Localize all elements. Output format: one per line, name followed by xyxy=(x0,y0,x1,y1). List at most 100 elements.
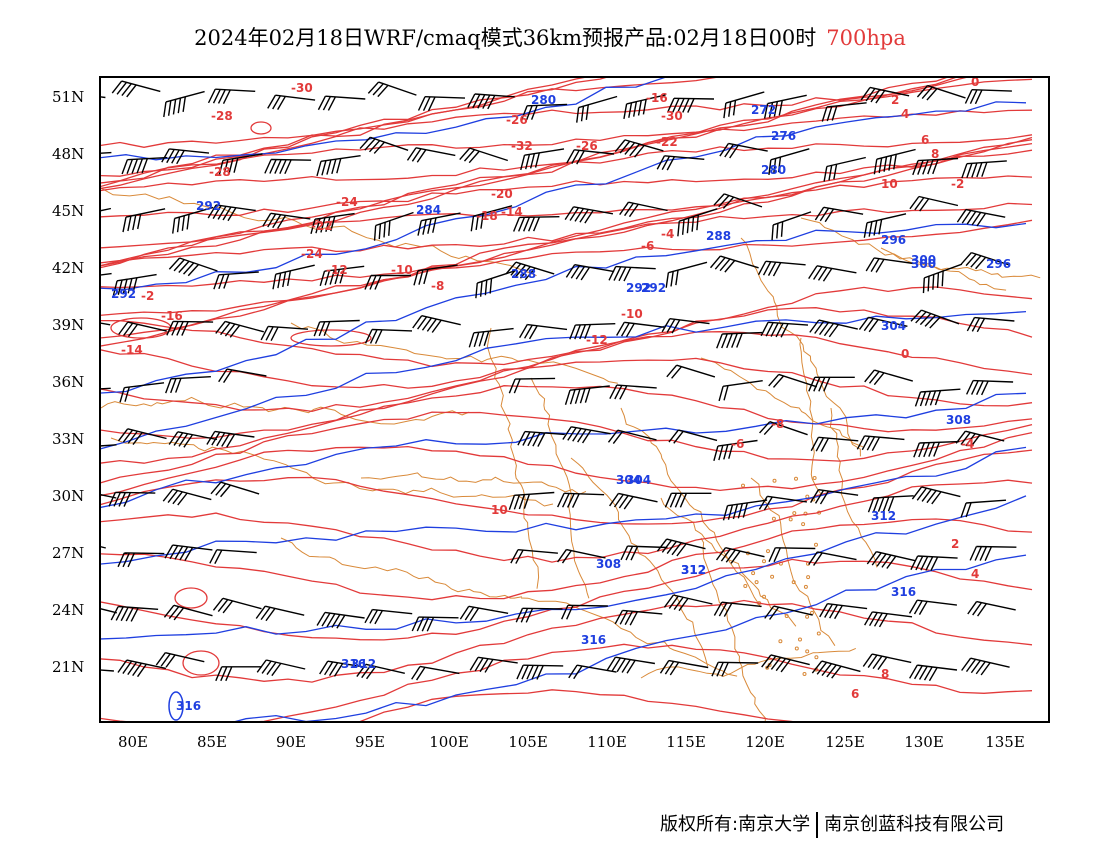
wind-barb-feather xyxy=(271,662,282,677)
wind-barb-feather xyxy=(675,269,679,286)
wind-barb-feather xyxy=(272,95,281,110)
wind-barb-feather xyxy=(815,437,825,452)
wind-barb-staff xyxy=(469,147,509,162)
temperature-contour xyxy=(101,149,1033,289)
wind-barb xyxy=(517,430,565,447)
wind-barb-feather xyxy=(427,96,436,112)
lat-label-21N: 21N xyxy=(52,658,85,676)
wind-barb-feather xyxy=(829,604,838,619)
wind-barb-feather xyxy=(824,208,835,223)
wind-barb-feather xyxy=(665,272,670,288)
wind-barb-feather xyxy=(719,143,730,157)
wind-barb-feather xyxy=(687,98,695,113)
wind-barb-feather xyxy=(634,144,645,158)
wind-barb-feather xyxy=(868,221,873,237)
wind-barb-staff xyxy=(515,261,555,275)
temperature-contour-label: 0 xyxy=(901,347,909,361)
wind-barb-feather xyxy=(656,538,668,552)
wind-barb-feather xyxy=(525,154,531,170)
wind-barb xyxy=(316,155,361,177)
wind-barb-feather xyxy=(871,436,881,451)
coast-island xyxy=(798,637,802,642)
wind-barb-feather xyxy=(364,329,373,344)
wind-barb-feather xyxy=(624,142,636,155)
wind-barb xyxy=(619,201,668,218)
temperature-contour-label: -10 xyxy=(391,263,413,277)
wind-barb-feather xyxy=(413,270,419,286)
wind-barb-feather xyxy=(831,665,842,679)
wind-barb xyxy=(867,495,914,513)
wind-barb xyxy=(508,377,556,394)
wind-barb-feather xyxy=(873,372,885,386)
boundary-line xyxy=(700,537,766,721)
wind-barb xyxy=(866,551,916,569)
wind-barb-feather xyxy=(173,259,185,272)
wind-barb-feather xyxy=(619,140,631,154)
geopotential-contour-label: 316 xyxy=(581,633,606,647)
wind-barb-feather xyxy=(339,268,346,284)
temperature-contour-label: 10 xyxy=(491,503,508,517)
wind-barb-feather xyxy=(763,103,769,119)
geopotential-contour-label: 284 xyxy=(416,203,441,217)
wind-barb-feather xyxy=(919,313,932,326)
temperature-contour-label: -6 xyxy=(641,239,654,253)
wind-barb-staff xyxy=(668,261,708,274)
wind-barb-feather xyxy=(919,391,927,407)
wind-barb xyxy=(470,205,513,232)
wind-barb-feather xyxy=(724,144,734,158)
wind-barb xyxy=(212,597,262,614)
lat-label-45N: 45N xyxy=(52,202,85,220)
coast-island xyxy=(741,483,745,488)
wind-barb-feather xyxy=(517,431,526,446)
wind-barb-feather xyxy=(115,606,124,621)
wind-barb xyxy=(864,611,913,628)
wind-barb-feather xyxy=(608,266,617,281)
wind-barb-staff xyxy=(722,331,763,335)
wind-barb xyxy=(557,492,605,508)
wind-barb-staff xyxy=(523,664,564,667)
wind-barb-staff xyxy=(121,80,161,93)
wind-barb-feather xyxy=(223,273,230,289)
lat-label-24N: 24N xyxy=(52,601,85,619)
wind-barb-feather xyxy=(613,494,624,508)
wind-barb-feather xyxy=(609,384,618,399)
wind-barb xyxy=(118,321,167,338)
temperature-contour-label: -22 xyxy=(656,135,678,149)
geopotential-contour-label: 312 xyxy=(351,657,376,671)
geopotential-contours xyxy=(101,78,1027,721)
wind-barb-feather xyxy=(475,282,478,299)
wind-barb xyxy=(122,208,166,233)
wind-barb-feather xyxy=(919,198,930,212)
coast-island xyxy=(814,542,818,547)
wind-barb xyxy=(967,600,1016,617)
wind-barb-feather xyxy=(327,96,336,111)
geopotential-contour-label: 296 xyxy=(986,257,1011,271)
wind-barb-feather xyxy=(620,545,629,561)
wind-barb-feather xyxy=(374,329,383,344)
wind-barb-staff xyxy=(172,544,213,551)
wind-barb-staff xyxy=(717,439,758,447)
wind-barb-feather xyxy=(926,490,937,504)
wind-barb-feather xyxy=(877,656,888,671)
wind-barb-staff xyxy=(971,89,1012,92)
geopotential-contour xyxy=(101,446,1027,565)
wind-barb xyxy=(417,96,466,112)
wind-barb-feather xyxy=(270,326,279,341)
wind-barb-feather xyxy=(686,218,690,234)
wind-barb xyxy=(520,103,568,121)
wind-barb-feather xyxy=(728,101,732,117)
wind-barb xyxy=(723,91,765,119)
wind-barb-feather xyxy=(814,320,825,334)
wind-barb-feather xyxy=(613,266,622,281)
wind-barb-staff xyxy=(421,212,461,222)
temperature-contour xyxy=(101,449,1033,525)
wind-barb-feather xyxy=(960,252,972,265)
wind-barb-staff xyxy=(864,435,905,441)
wind-barb-feather xyxy=(868,612,878,627)
wind-barb-feather xyxy=(459,147,471,161)
wind-barb-feather xyxy=(171,149,180,164)
wind-barb-feather xyxy=(585,104,589,120)
temperature-contour-label: -30 xyxy=(291,81,313,95)
wind-barb-feather xyxy=(632,101,638,117)
boundary-line xyxy=(101,396,470,425)
